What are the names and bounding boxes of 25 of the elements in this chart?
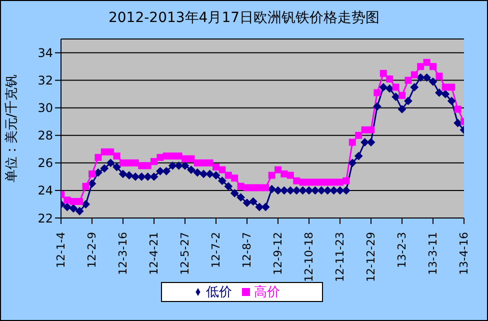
x-tick-label: 12-8-7 — [240, 232, 254, 268]
x-tick-label: 12-5-27 — [178, 232, 192, 275]
chart-title: 2012-2013年4月17日欧洲钒铁价格走势图 — [107, 9, 381, 27]
x-tick-label: 12-7-2 — [210, 232, 222, 268]
y-tick-label: 32 — [38, 74, 53, 88]
x-tick-label: 12-1-4 — [54, 232, 68, 268]
legend-label: 低价 — [206, 285, 232, 300]
x-tick-label: 12-11-23 — [334, 232, 346, 282]
x-tick-label: 12-2-9 — [86, 232, 98, 268]
x-tick-label: 13-3-11 — [426, 232, 440, 275]
x-tick-label: 12-4-21 — [148, 232, 160, 275]
x-tick-label: 13-2-3 — [396, 232, 408, 268]
x-tick-label: 12-9-12 — [272, 232, 284, 275]
y-tick-label: 28 — [38, 128, 53, 143]
x-tick-label: 12-10-18 — [302, 232, 316, 282]
y-axis-title: 单位：美元/千克钒 — [4, 74, 20, 183]
y-tick-label: 34 — [38, 46, 53, 60]
legend-label: 高价 — [254, 285, 280, 300]
y-tick-label: 22 — [38, 211, 53, 226]
x-tick-label: 12-3-16 — [116, 232, 130, 275]
y-tick-label: 30 — [38, 101, 53, 116]
y-tick-label: 24 — [38, 184, 53, 198]
y-tick-label: 26 — [38, 156, 53, 170]
x-tick-label: 13-4-16 — [458, 232, 470, 275]
x-tick-label: 12-12-29 — [364, 232, 378, 282]
